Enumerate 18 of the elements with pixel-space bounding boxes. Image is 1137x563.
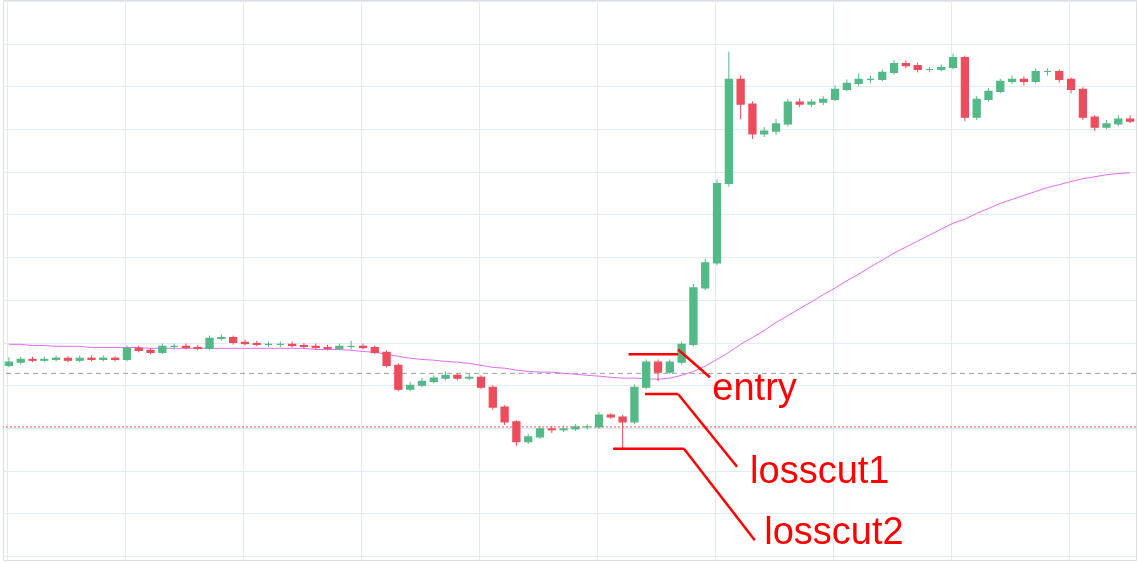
candlestick [653, 358, 663, 382]
candlestick [1125, 114, 1135, 124]
candlestick [901, 59, 910, 69]
candlestick [4, 356, 14, 368]
candlestick [512, 419, 521, 447]
candlestick [783, 98, 792, 127]
candlestick [1019, 75, 1029, 86]
text: losscut1 [750, 448, 890, 491]
candlestick [63, 355, 73, 363]
annotation: entry [712, 366, 797, 409]
candlestick [500, 404, 509, 426]
candlestick [394, 362, 403, 392]
candlestick [618, 414, 627, 450]
candlestick [488, 384, 497, 411]
candlestick [1007, 74, 1017, 85]
candlestick [299, 342, 309, 350]
text: losscut2 [764, 510, 904, 553]
candlestick [972, 95, 981, 121]
